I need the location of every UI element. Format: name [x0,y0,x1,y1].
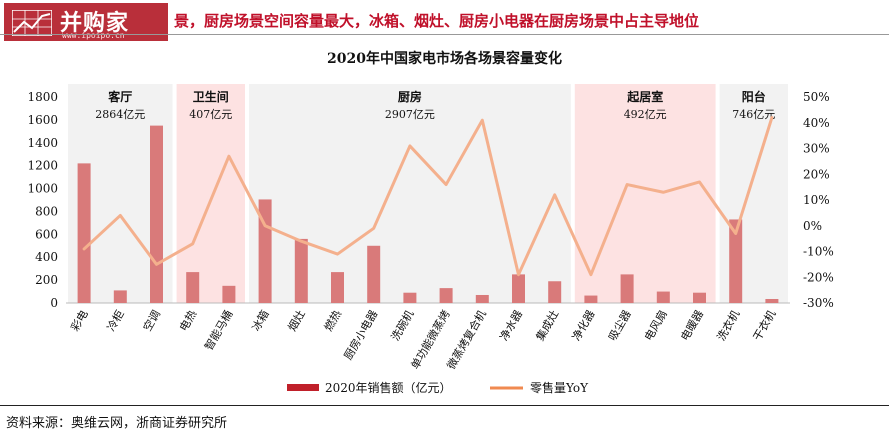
y-right-tick: 30% [803,142,830,156]
x-tick-label: 烟灶 [285,308,308,334]
y-right-tick: 10% [803,193,830,207]
scene-band-1 [176,84,245,303]
bar-8 [367,245,381,303]
x-tick-label: 干衣机 [750,308,779,344]
scene-band-3 [574,84,716,303]
x-tick-label: 电风扇 [641,308,670,344]
bar-11 [475,294,489,303]
x-tick-label: 智能马桶 [201,308,235,353]
scene-label: 阳台 [742,89,766,104]
y-left-tick: 1800 [27,90,58,104]
x-tick-label: 集成灶 [533,308,562,344]
bar-3 [186,272,200,303]
x-tick-label: 冰箱 [249,308,272,334]
y-left-tick: 600 [35,227,58,241]
x-tick-label: 燃热 [321,308,344,334]
bar-9 [403,292,417,303]
y-left-tick: 800 [35,204,58,218]
bar-13 [548,281,562,303]
y-left-tick: 0 [50,296,58,310]
x-tick-label: 冷柜 [105,308,127,334]
x-tick-label: 电暖器 [678,308,706,343]
x-tick-label: 净水器 [496,308,525,344]
x-tick-label: 空调 [140,308,163,334]
bar-1 [113,290,127,303]
legend-bar-label: 2020年销售额（亿元） [325,380,452,395]
y-left-tick: 1400 [27,136,58,150]
bar-15 [620,274,634,303]
x-tick-label: 洗衣机 [714,308,743,344]
y-right-tick: -10% [803,245,834,259]
legend-line-label: 零售量YoY [530,380,589,395]
scene-total: 407亿元 [189,108,232,121]
scene-label: 卫生间 [193,89,229,104]
scene-label: 厨房 [398,89,422,104]
scene-label: 起居室 [626,89,663,104]
bar-2 [150,125,163,303]
x-tick-label: 彩电 [68,308,90,334]
y-right-tick: 50% [803,90,830,104]
headline: 景，厨房场景空间容量最大，冰箱、烟灶、厨房小电器在厨房场景中占主导地位 [174,12,700,30]
source-note: 资料来源：奥维云网，浙商证券研究所 [6,416,228,431]
x-tick-label: 洗碗机 [388,308,417,344]
y-right-tick: 0% [803,219,822,233]
bar-18 [729,219,743,303]
bar-12 [512,274,525,303]
report-header: 并购家 www.ipoipo.cn 景，厨房场景空间容量最大，冰箱、烟灶、厨房小… [0,0,889,44]
scene-label: 客厅 [107,89,132,104]
bar-14 [584,295,598,303]
bar-0 [77,163,91,303]
logo-text: 并购家 [60,11,130,36]
x-tick-label: 电热 [177,308,199,334]
bar-7 [331,272,344,303]
bar-6 [294,238,308,303]
bar-19 [765,298,779,303]
x-tick-label: 净化器 [569,308,598,344]
bar-10 [439,288,453,303]
scene-total: 746亿元 [732,108,775,121]
y-right-tick: 40% [803,116,830,130]
y-right-tick: -30% [803,296,834,310]
y-left-tick: 1000 [27,182,58,196]
header-divider [0,34,889,35]
scene-total: 2864亿元 [95,108,145,121]
bar-5 [258,199,272,303]
legend-bar-swatch [287,384,319,391]
yoy-line [82,116,774,277]
scene-total: 2907亿元 [385,108,435,121]
bar-17 [693,292,706,303]
footer-divider [0,405,889,406]
chart-title: 2020年中国家电市场各场景容量变化 [327,51,562,67]
y-right-tick: -20% [803,270,834,284]
y-left-tick: 400 [35,250,58,264]
y-left-tick: 1200 [27,159,58,173]
chart-logo-icon [12,10,52,36]
bar-4 [222,285,236,303]
scene-total: 492亿元 [624,108,667,121]
bar-16 [656,291,670,303]
y-left-tick: 200 [35,273,58,287]
y-right-tick: 20% [803,167,830,181]
x-tick-label: 厨房小电器 [342,308,381,362]
x-tick-label: 吸尘器 [606,308,634,343]
logo-url: www.ipoipo.cn [62,31,125,40]
y-left-tick: 1600 [27,113,58,127]
